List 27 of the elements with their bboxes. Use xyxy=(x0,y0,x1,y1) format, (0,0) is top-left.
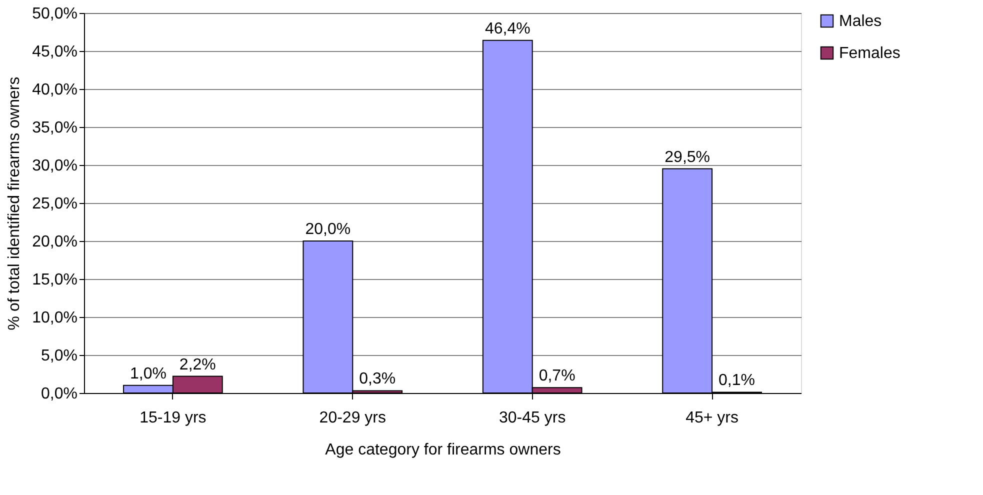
data-label: 0,1% xyxy=(718,372,755,390)
y-tick-label: 35,0% xyxy=(32,120,78,136)
legend-label: Females xyxy=(839,45,900,62)
data-label: 2,2% xyxy=(179,356,216,374)
y-tick-label: 50,0% xyxy=(32,6,78,22)
y-tick-label: 25,0% xyxy=(32,196,78,212)
data-label: 46,4% xyxy=(484,20,530,38)
y-tick-label: 5,0% xyxy=(41,348,78,364)
x-tick-label: 15-19 yrs xyxy=(140,410,206,426)
legend-label: Males xyxy=(839,13,882,30)
y-tick-label: 0,0% xyxy=(41,386,78,402)
y-tick-label: 15,0% xyxy=(32,272,78,288)
y-tick-label: 20,0% xyxy=(32,234,78,250)
y-tick-label: 10,0% xyxy=(32,310,78,326)
data-label: 0,3% xyxy=(359,370,396,388)
y-tick-label: 45,0% xyxy=(32,44,78,60)
y-tick-label: 40,0% xyxy=(32,82,78,98)
data-label: 1,0% xyxy=(130,365,166,382)
data-label: 29,5% xyxy=(664,148,710,166)
data-label: 0,7% xyxy=(538,368,576,385)
x-axis-title: Age category for firearms owners xyxy=(325,442,561,458)
x-tick-label: 30-45 yrs xyxy=(499,410,566,426)
x-tick-label: 20-29 yrs xyxy=(319,410,386,426)
x-tick-label: 45+ yrs xyxy=(686,410,739,426)
y-tick-label: 30,0% xyxy=(32,158,78,174)
y-axis-title: % of total identified firearms owners xyxy=(6,76,24,330)
data-label: 20,0% xyxy=(305,221,351,238)
